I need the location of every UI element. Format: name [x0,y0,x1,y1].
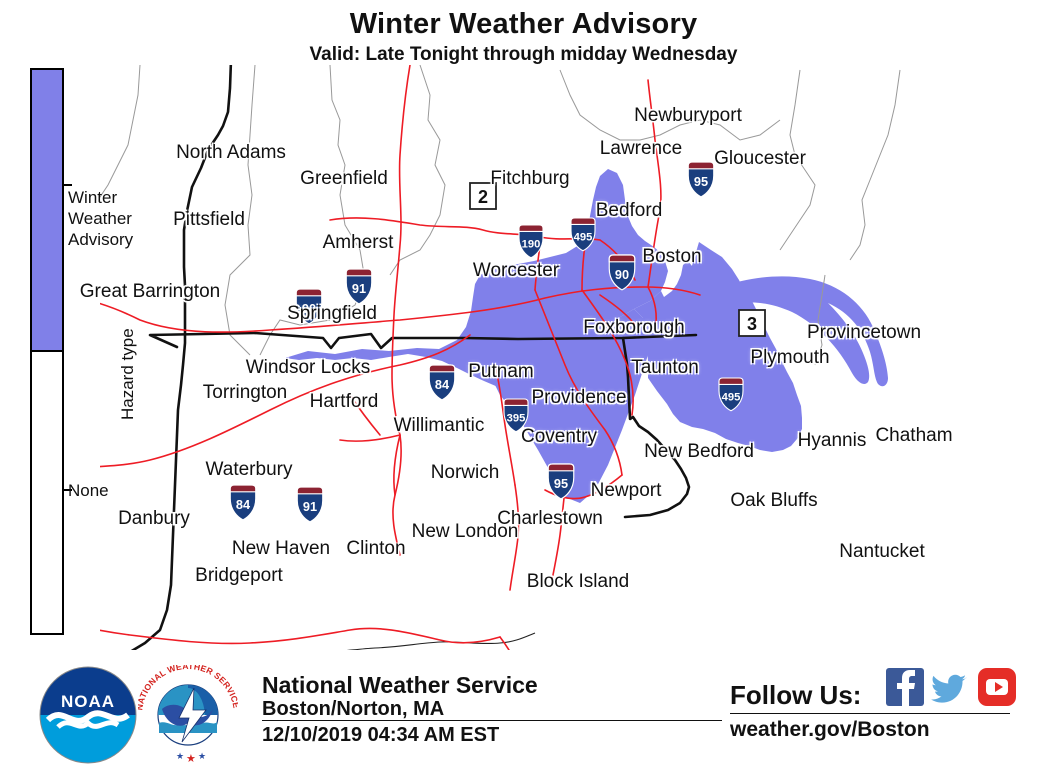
svg-text:★: ★ [198,751,206,761]
svg-text:★: ★ [176,751,184,761]
svg-text:NOAA: NOAA [61,692,115,711]
svg-text:★: ★ [186,753,196,764]
